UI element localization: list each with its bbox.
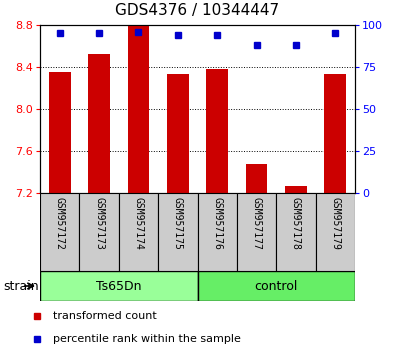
Bar (206, 69, 228, 193)
Bar (40, 271, 198, 301)
Text: strain: strain (3, 280, 39, 292)
Bar (119, 193, 158, 271)
Text: GSM957172: GSM957172 (55, 197, 65, 250)
Text: control: control (254, 280, 298, 292)
Bar (237, 193, 276, 271)
Bar (324, 74, 346, 193)
Bar (198, 271, 355, 301)
Text: GSM957173: GSM957173 (94, 197, 104, 250)
Bar (128, 25, 149, 193)
Text: GSM957179: GSM957179 (330, 197, 340, 250)
Text: Ts65Dn: Ts65Dn (96, 280, 141, 292)
Bar (316, 193, 355, 271)
Text: GSM957174: GSM957174 (134, 197, 143, 250)
Bar (167, 74, 189, 193)
Bar (198, 193, 237, 271)
Text: GSM957177: GSM957177 (252, 197, 261, 250)
Text: transformed count: transformed count (53, 311, 156, 321)
Text: GSM957176: GSM957176 (212, 197, 222, 250)
Bar (158, 193, 198, 271)
Bar (88, 55, 110, 193)
Bar (285, 185, 307, 193)
Text: GDS4376 / 10344447: GDS4376 / 10344447 (115, 2, 280, 17)
Bar (79, 193, 119, 271)
Text: GSM957178: GSM957178 (291, 197, 301, 250)
Bar (246, 164, 267, 193)
Text: GSM957175: GSM957175 (173, 197, 183, 250)
Bar (276, 193, 316, 271)
Bar (40, 193, 79, 271)
Text: percentile rank within the sample: percentile rank within the sample (53, 334, 241, 344)
Bar (49, 72, 71, 193)
